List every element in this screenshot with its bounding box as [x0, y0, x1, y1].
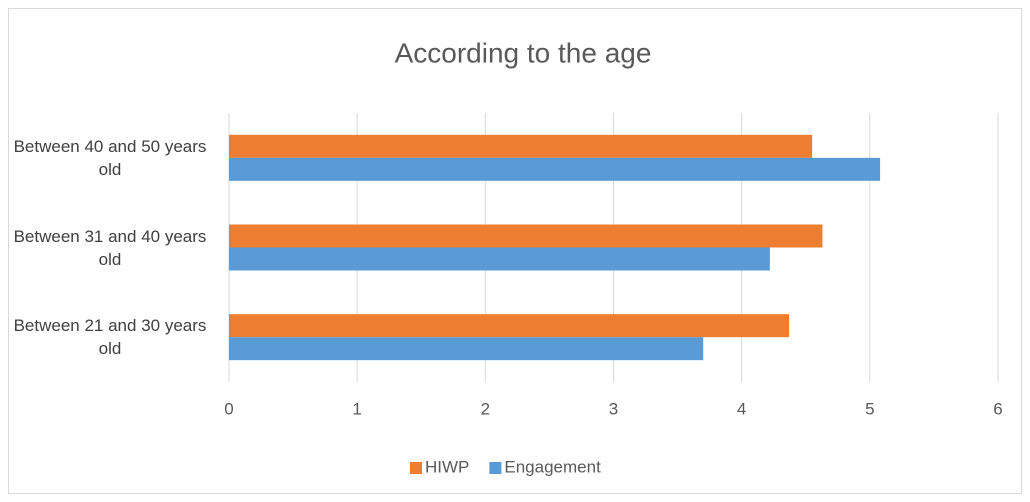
- bar: [229, 134, 813, 158]
- legend-label: Engagement: [504, 457, 601, 476]
- bar: [229, 337, 704, 361]
- y-tick-label: Between 31 and 40 years old: [13, 226, 207, 269]
- x-tick-label: 0: [224, 399, 233, 418]
- x-tick-label: 3: [609, 399, 618, 418]
- chart-title: According to the age: [395, 37, 652, 68]
- x-tick-label: 6: [993, 399, 1002, 418]
- legend-swatch: [489, 462, 502, 474]
- x-tick-label: 5: [865, 399, 874, 418]
- x-tick-label: 4: [737, 399, 746, 418]
- bar: [229, 247, 770, 271]
- legend-label: HIWP: [425, 457, 469, 476]
- bar: [229, 157, 881, 181]
- legend-swatch: [410, 462, 422, 474]
- bar: [229, 314, 790, 338]
- x-tick-label: 2: [481, 399, 490, 418]
- bar: [229, 224, 823, 248]
- y-tick-label: Between 40 and 50 years old: [13, 136, 207, 179]
- x-tick-label: 1: [352, 399, 361, 418]
- y-tick-label: Between 21 and 30 years old: [13, 316, 207, 359]
